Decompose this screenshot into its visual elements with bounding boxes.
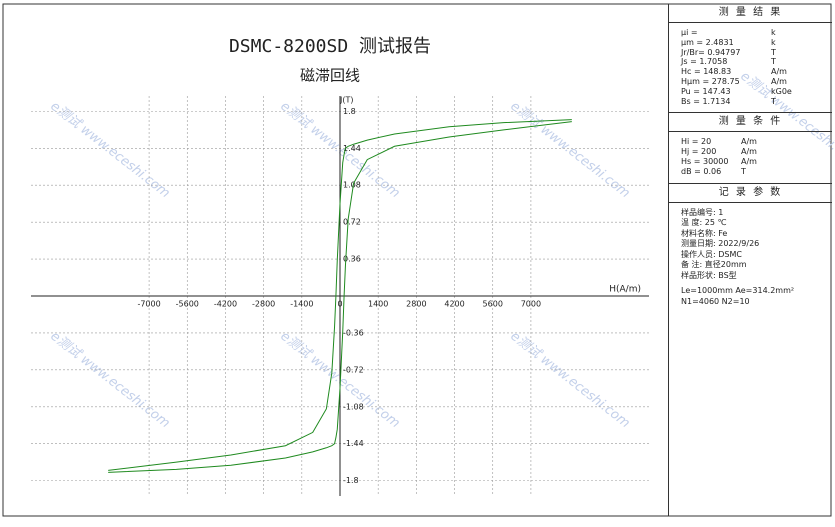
cell: μm = 2.4831	[681, 37, 734, 47]
row: Js = 1.7058 T	[681, 57, 832, 67]
y-tick-label: -1.8	[343, 476, 359, 485]
cell: T	[771, 57, 776, 67]
results: μi = k μm = 2.4831 k Jr/Br= 0.94797 T Js = 1.7…	[669, 23, 832, 112]
row: Hμm = 278.75 A/m	[681, 77, 832, 87]
watermark: e测试 www.eceshi.com	[47, 99, 172, 201]
x-axis-label: H(A/m)	[609, 285, 641, 295]
row: 测量日期: 2022/9/26	[681, 239, 832, 250]
cell: T	[771, 47, 776, 57]
cell: T	[771, 96, 776, 106]
row: Hi = 20 A/m	[681, 137, 832, 147]
x-tick-label: -5600	[176, 300, 199, 309]
cell: Bs = 1.7134	[681, 96, 731, 106]
row: N1=4060 N2=10	[681, 297, 832, 308]
chart-title: DSMC-8200SD 测试报告	[229, 36, 431, 57]
row: μi = k	[681, 28, 832, 38]
cell: Hj = 200	[681, 147, 717, 157]
cell: A/m	[741, 156, 757, 166]
cell: Hi = 20	[681, 137, 712, 147]
cell: μi =	[681, 28, 698, 37]
chart-subtitle: 磁滞回线	[300, 67, 360, 85]
row: μm = 2.4831 k	[681, 38, 832, 48]
cell: N1=4060 N2=10	[681, 296, 750, 306]
hysteresis-curve	[108, 121, 572, 473]
y-tick-label: -1.08	[343, 402, 364, 411]
x-tick-label: -2800	[252, 300, 275, 309]
x-tick-label: 1400	[368, 300, 388, 309]
cell: 样品形状: BS型	[681, 270, 737, 280]
y-tick-label: 0.72	[343, 218, 361, 227]
conditions: Hi = 20 A/m Hj = 200 A/m Hs = 30000 A/m dB = 0…	[669, 132, 832, 182]
side-panel: 测 量 结 果 μi = k μm = 2.4831 k Jr/Br= 0.94797 T…	[668, 4, 832, 516]
row: Jr/Br= 0.94797 T	[681, 48, 832, 58]
cell: Hc = 148.83	[681, 67, 732, 77]
cell: kG0e	[771, 86, 792, 96]
cell: A/m	[771, 76, 787, 86]
section-title: 测 量 条 件	[669, 112, 832, 133]
cell: 备 注: 直径20mm	[681, 260, 747, 270]
cell: Hs = 30000	[681, 156, 729, 166]
y-tick-label: -0.72	[343, 365, 364, 374]
y-tick-label: -1.44	[343, 439, 364, 448]
cell: k	[771, 28, 776, 37]
row: dB = 0.06 T	[681, 167, 832, 177]
cell: 样品编号: 1	[681, 207, 724, 217]
cell: A/m	[741, 137, 757, 147]
row: Bs = 1.7134 T	[681, 97, 832, 107]
y-tick-label: 1.8	[343, 107, 356, 116]
y-tick-label: 1.44	[343, 144, 361, 153]
frame	[2, 3, 832, 517]
x-tick-label: -4200	[214, 300, 237, 309]
cell: Jr/Br= 0.94797	[681, 47, 741, 57]
row: 样品编号: 1	[681, 208, 832, 219]
row: Le=1000mm Ae=314.2mm²	[681, 286, 832, 297]
cell: 操作人员: DSMC	[681, 249, 742, 259]
x-tick-label: 7000	[521, 300, 541, 309]
row: Hs = 30000 A/m	[681, 157, 832, 167]
x-tick-label: -1400	[290, 300, 313, 309]
row: 温 度: 25 ℃	[681, 218, 832, 229]
cell: A/m	[771, 67, 787, 77]
row: Hj = 200 A/m	[681, 147, 832, 157]
section-title: 记 录 参 数	[669, 182, 832, 203]
section-title: 测 量 结 果	[669, 4, 832, 23]
y-axis-label: J(T)	[339, 96, 354, 105]
row: 材料名称: Fe	[681, 229, 832, 240]
cell: 测量日期: 2022/9/26	[681, 239, 760, 249]
y-tick-label: 0.36	[343, 255, 361, 264]
watermark: e测试 www.eceshi.com	[47, 329, 172, 431]
cell: Le=1000mm Ae=314.2mm²	[681, 286, 795, 296]
row: Pu = 147.43 kG0e	[681, 87, 832, 97]
x-tick-label: -7000	[137, 300, 160, 309]
cell: Hμm = 278.75	[681, 76, 740, 86]
cell: T	[741, 166, 746, 176]
row: 备 注: 直径20mm	[681, 260, 832, 271]
cell: A/m	[741, 147, 757, 157]
cell: k	[771, 37, 776, 47]
x-tick-label: 4200	[444, 300, 464, 309]
y-tick-label: -0.36	[343, 328, 364, 337]
hysteresis-curve	[108, 119, 572, 471]
watermark: e测试 www.eceshi.com	[507, 329, 632, 431]
cell: 材料名称: Fe	[681, 228, 728, 238]
row: 操作人员: DSMC	[681, 250, 832, 261]
cell: Js = 1.7058	[681, 57, 728, 67]
x-tick-label: 2800	[406, 300, 426, 309]
cell: 温 度: 25 ℃	[681, 218, 727, 228]
row: 样品形状: BS型	[681, 271, 832, 282]
cell: Pu = 147.43	[681, 86, 731, 96]
row: Hc = 148.83 A/m	[681, 67, 832, 77]
y-tick-label: 1.08	[343, 181, 361, 190]
watermark: e测试 www.eceshi.com	[507, 99, 632, 201]
x-tick-label: 5600	[483, 300, 503, 309]
cell: dB = 0.06	[681, 166, 722, 176]
